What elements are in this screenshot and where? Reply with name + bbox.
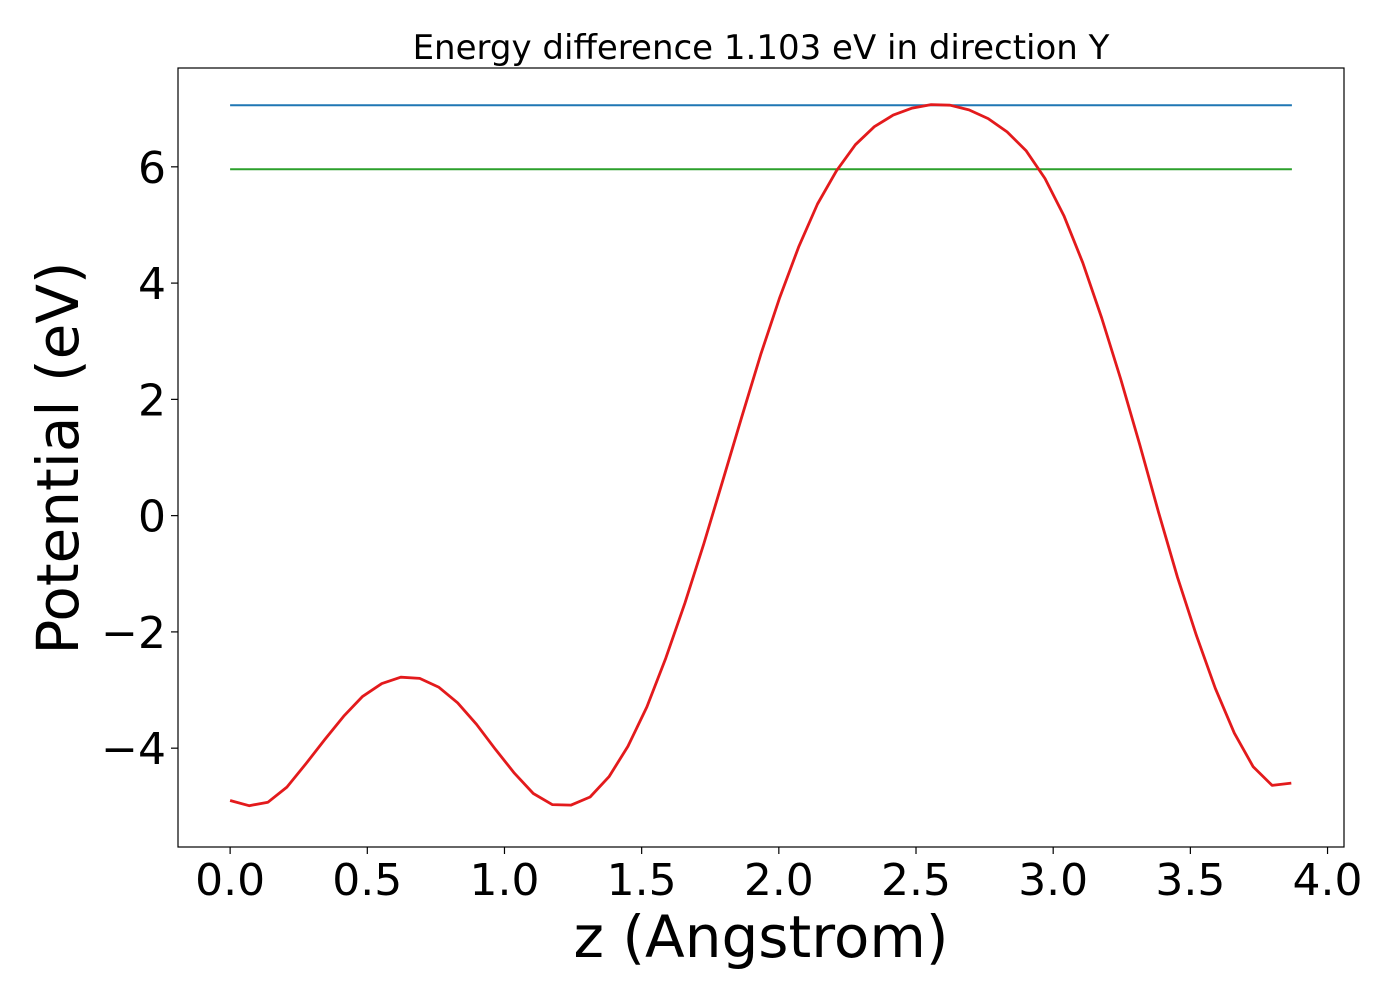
x-tick-label: 4.0: [1293, 855, 1363, 906]
x-tick-label: 3.5: [1155, 855, 1225, 906]
x-tick-label: 3.0: [1018, 855, 1088, 906]
x-tick-label: 2.5: [881, 855, 951, 906]
y-tick-label: 6: [138, 143, 166, 194]
x-tick-label: 1.0: [469, 855, 539, 906]
y-tick-label: 0: [138, 492, 166, 543]
series-layer: [229, 103, 1292, 808]
x-tick-label: 0.0: [195, 855, 265, 906]
y-tick-label: −2: [101, 608, 166, 659]
y-tick-label: 2: [138, 375, 166, 426]
x-tick-label: 2.0: [744, 855, 814, 906]
plot-area: [177, 67, 1345, 848]
y-tick-label: 4: [138, 259, 166, 310]
x-axis: 0.0 0.5 1.0 1.5 2.0 2.5 3.0 3.5 4.0: [195, 847, 1363, 906]
y-axis: −4 −2 0 2 4 6: [101, 143, 178, 775]
x-tick-label: 0.5: [332, 855, 402, 906]
y-axis-label: Potential (eV): [24, 261, 92, 654]
chart-title: Energy difference 1.103 eV in direction …: [413, 28, 1110, 68]
x-axis-label: z (Angstrom): [574, 903, 949, 971]
y-tick-label: −4: [101, 724, 166, 775]
x-tick-label: 1.5: [607, 855, 677, 906]
series-line-3: [229, 103, 1292, 808]
